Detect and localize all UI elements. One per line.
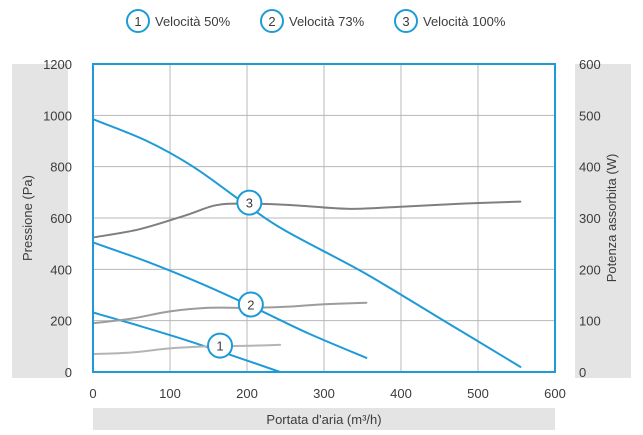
y-left-tick-label: 200: [50, 314, 72, 329]
legend-marker-label: 3: [402, 14, 409, 29]
legend-item-1: 1 Velocità 50%: [126, 9, 231, 33]
y-left-tick-label: 1000: [43, 108, 72, 123]
legend-marker-label: 1: [134, 14, 141, 29]
y-left-tick-label: 800: [50, 160, 72, 175]
legend-marker-circle: [126, 9, 150, 33]
curve-marker-3: 3: [236, 189, 263, 216]
legend-label: Velocità 73%: [289, 14, 365, 29]
x-tick-label: 300: [313, 386, 335, 401]
power-curve-2: [92, 301, 368, 325]
curve-marker-2: 2: [237, 291, 264, 318]
curve-marker-circle: [236, 189, 263, 216]
x-axis-label: Portata d'aria (m³/h): [266, 412, 381, 427]
legend-marker-circle: [260, 9, 284, 33]
legend-marker-circle: [394, 9, 418, 33]
curve-marker-circle: [237, 291, 264, 318]
legend-label: Velocità 100%: [423, 14, 506, 29]
y-right-tick-label: 300: [579, 211, 601, 226]
y-left-tick-label: 400: [50, 262, 72, 277]
y-axis-right-label-band: [575, 64, 631, 378]
y-left-tick-label: 600: [50, 211, 72, 226]
y-axis-left-label: Pressione (Pa): [20, 175, 35, 261]
pressure-curve-1: [92, 311, 282, 373]
legend-item-3: 3 Velocità 100%: [394, 9, 506, 33]
curve-marker-circle: [207, 332, 234, 359]
y-axis-left-label-band: [12, 64, 68, 378]
y-right-tick-label: 500: [579, 108, 601, 123]
y-right-tick-label: 600: [579, 57, 601, 72]
x-tick-label: 0: [89, 386, 96, 401]
legend-label: Velocità 50%: [155, 14, 231, 29]
power-curve-1: [92, 343, 282, 355]
x-tick-label: 200: [236, 386, 258, 401]
legend-item-2: 2 Velocità 73%: [260, 9, 365, 33]
plot-frame: [92, 63, 556, 373]
legend-marker-label: 2: [268, 14, 275, 29]
curve-marker-label: 2: [247, 297, 254, 312]
y-right-tick-label: 0: [579, 365, 586, 380]
y-axis-right-label: Potenza assorbita (W): [604, 154, 619, 283]
curve-marker-label: 1: [216, 339, 223, 354]
pressure-curve-3: [92, 118, 522, 368]
curve-marker-1: 1: [207, 332, 234, 359]
y-right-tick-label: 400: [579, 160, 601, 175]
y-right-tick-label: 200: [579, 262, 601, 277]
pressure-curve-2: [92, 241, 368, 359]
power-curve-3: [92, 200, 522, 239]
x-tick-label: 400: [390, 386, 412, 401]
x-axis-label-band: [93, 408, 555, 430]
x-tick-label: 100: [159, 386, 181, 401]
y-right-tick-label: 100: [579, 314, 601, 329]
x-tick-label: 600: [544, 386, 566, 401]
curve-marker-label: 3: [246, 196, 253, 211]
y-left-tick-label: 1200: [43, 57, 72, 72]
x-tick-label: 500: [467, 386, 489, 401]
y-left-tick-label: 0: [65, 365, 72, 380]
